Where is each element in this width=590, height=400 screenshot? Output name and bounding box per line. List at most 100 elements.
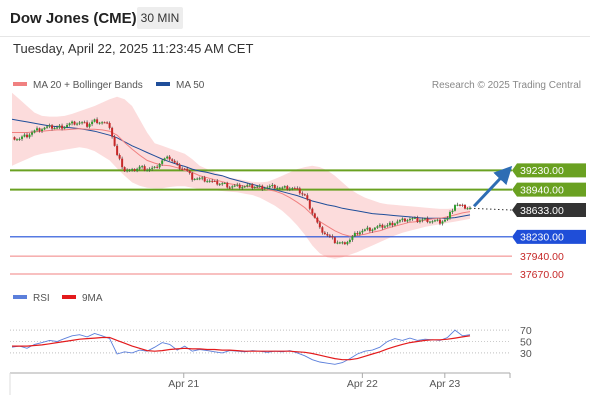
candle-body xyxy=(106,122,109,124)
candle-body xyxy=(166,156,169,159)
candle xyxy=(383,224,386,229)
candle-body xyxy=(201,177,204,179)
candle xyxy=(311,207,314,216)
candle-body xyxy=(321,227,324,233)
candle xyxy=(331,234,334,240)
candle-body xyxy=(291,188,294,190)
candle xyxy=(226,181,229,189)
candle xyxy=(248,183,251,187)
candle-body xyxy=(266,187,269,189)
candle-body xyxy=(68,123,71,126)
candle xyxy=(303,193,306,197)
candle-body xyxy=(246,185,249,187)
candle xyxy=(231,185,234,190)
candle-body xyxy=(26,134,29,138)
candle-body xyxy=(281,187,284,189)
candle xyxy=(438,218,441,226)
candle-body xyxy=(298,188,301,194)
price-tag xyxy=(512,203,586,218)
candle xyxy=(363,228,366,232)
ma50-swatch xyxy=(156,82,170,87)
timeframe-button[interactable]: 30 MIN xyxy=(137,7,183,29)
candle-body xyxy=(13,137,16,140)
candle-body xyxy=(336,242,339,244)
candle-body xyxy=(226,182,229,188)
candle xyxy=(198,176,201,181)
candle-body xyxy=(76,123,79,125)
candle xyxy=(53,126,56,130)
candle xyxy=(146,168,149,172)
candle xyxy=(186,166,189,172)
candle xyxy=(283,185,286,189)
candle xyxy=(193,178,196,181)
candle-body xyxy=(383,226,386,228)
candle xyxy=(251,183,254,190)
candle-body xyxy=(268,185,271,188)
candle-body xyxy=(381,224,384,228)
candle xyxy=(378,223,381,228)
candle-body xyxy=(191,173,194,180)
candle xyxy=(238,183,241,190)
candle-body xyxy=(343,242,346,245)
candle-body xyxy=(41,129,44,132)
candle xyxy=(203,175,206,183)
price-tag-label: 38633.00 xyxy=(520,205,564,217)
candle xyxy=(411,216,414,221)
candle-body xyxy=(308,199,311,209)
candle xyxy=(178,162,181,171)
candle xyxy=(116,143,119,157)
candle xyxy=(46,125,49,129)
candle xyxy=(361,228,364,235)
candle-body xyxy=(233,185,236,187)
candle-body xyxy=(103,122,106,124)
candle-body xyxy=(96,119,99,124)
candle xyxy=(176,160,179,166)
time-axis: Apr 21 Apr 22 Apr 23 xyxy=(9,372,511,395)
candle-body xyxy=(448,212,451,219)
candle-body xyxy=(73,121,76,125)
candle xyxy=(343,241,346,245)
candle xyxy=(71,120,74,126)
candle-body xyxy=(368,227,371,231)
candle xyxy=(208,179,211,183)
candle xyxy=(191,171,194,182)
candle-body xyxy=(248,184,251,186)
candle-body xyxy=(461,204,464,206)
candle xyxy=(393,222,396,227)
candle-body xyxy=(273,184,276,189)
candle-body xyxy=(401,218,404,221)
candle xyxy=(308,198,311,211)
candle-body xyxy=(108,122,111,128)
candle xyxy=(18,137,21,141)
price-levels-layer xyxy=(10,169,513,275)
candle xyxy=(341,241,344,245)
candle xyxy=(51,124,54,131)
candle-body xyxy=(231,186,234,188)
candle xyxy=(388,221,391,227)
candle xyxy=(78,120,81,126)
candle xyxy=(61,123,64,131)
candle-body xyxy=(163,158,166,161)
candle xyxy=(86,120,89,129)
candle xyxy=(151,165,154,171)
candle-body xyxy=(203,177,206,182)
candle xyxy=(68,122,71,127)
candle-body xyxy=(131,169,134,171)
candle-body xyxy=(283,186,286,188)
candle xyxy=(401,217,404,223)
candle-body xyxy=(423,218,426,220)
candle-body xyxy=(396,221,399,224)
candle-body xyxy=(436,219,439,221)
candle-body xyxy=(143,166,146,171)
candle xyxy=(261,184,264,191)
candle xyxy=(221,182,224,186)
candle xyxy=(158,163,161,169)
candle xyxy=(276,185,279,190)
bollinger-layer xyxy=(12,92,470,259)
candle-body xyxy=(56,127,59,129)
price-tag-label: 38940.00 xyxy=(520,184,564,196)
candle-body xyxy=(463,204,466,209)
price-tag xyxy=(512,163,586,178)
candle-body xyxy=(241,187,244,189)
candle xyxy=(106,121,109,125)
